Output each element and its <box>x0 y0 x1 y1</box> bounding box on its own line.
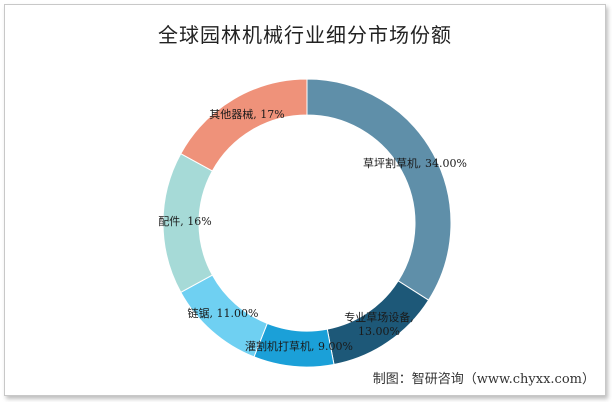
donut-slice-6 <box>180 78 308 172</box>
chart-frame: 全球园林机械行业细分市场份额 草坪割草机, 34.00% 专业草场设备, 13.00… <box>4 4 606 396</box>
chart-title: 全球园林机械行业细分市场份额 <box>158 23 452 47</box>
slice-label-1: 草坪割草机, 34.00% <box>363 156 467 170</box>
slice-label-5: 配件, 16% <box>158 215 211 228</box>
slice-label-4: 链锯, 11.00% <box>188 306 259 320</box>
donut-chart: 草坪割草机, 34.00% 专业草场设备, 13.00%灌割机打草机, 9.00% 链… <box>158 78 467 368</box>
slice-label-3: 灌割机打草机, 9.00% <box>245 339 353 353</box>
slice-label-2: 专业草场设备, 13.00% <box>344 310 414 338</box>
slice-label-6: 其他器械, 17% <box>209 107 284 121</box>
donut-slice-1 <box>306 78 452 301</box>
source-note: 制图：智研咨询（www.chyxx.com） <box>372 372 595 387</box>
